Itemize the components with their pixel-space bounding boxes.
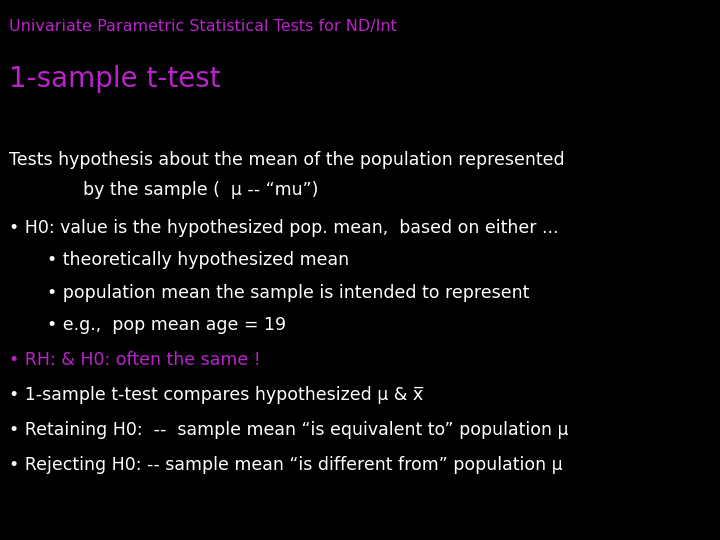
Text: 1-sample t-test: 1-sample t-test — [9, 65, 220, 93]
Text: • 1-sample t-test compares hypothesized μ & x̅: • 1-sample t-test compares hypothesized … — [9, 386, 423, 404]
Text: Univariate Parametric Statistical Tests for ND/Int: Univariate Parametric Statistical Tests … — [9, 19, 397, 34]
Text: • Rejecting H0: -- sample mean “is different from” population μ: • Rejecting H0: -- sample mean “is diffe… — [9, 456, 562, 474]
Text: • population mean the sample is intended to represent: • population mean the sample is intended… — [47, 284, 529, 301]
Text: • Retaining H0:  --  sample mean “is equivalent to” population μ: • Retaining H0: -- sample mean “is equiv… — [9, 421, 568, 439]
Text: • theoretically hypothesized mean: • theoretically hypothesized mean — [47, 251, 349, 269]
Text: by the sample (  μ -- “mu”): by the sample ( μ -- “mu”) — [83, 181, 318, 199]
Text: • H0: value is the hypothesized pop. mean,  based on either ...: • H0: value is the hypothesized pop. mea… — [9, 219, 558, 237]
Text: Tests hypothesis about the mean of the population represented: Tests hypothesis about the mean of the p… — [9, 151, 564, 169]
Text: • RH: & H0: often the same !: • RH: & H0: often the same ! — [9, 351, 260, 369]
Text: • e.g.,  pop mean age = 19: • e.g., pop mean age = 19 — [47, 316, 286, 334]
